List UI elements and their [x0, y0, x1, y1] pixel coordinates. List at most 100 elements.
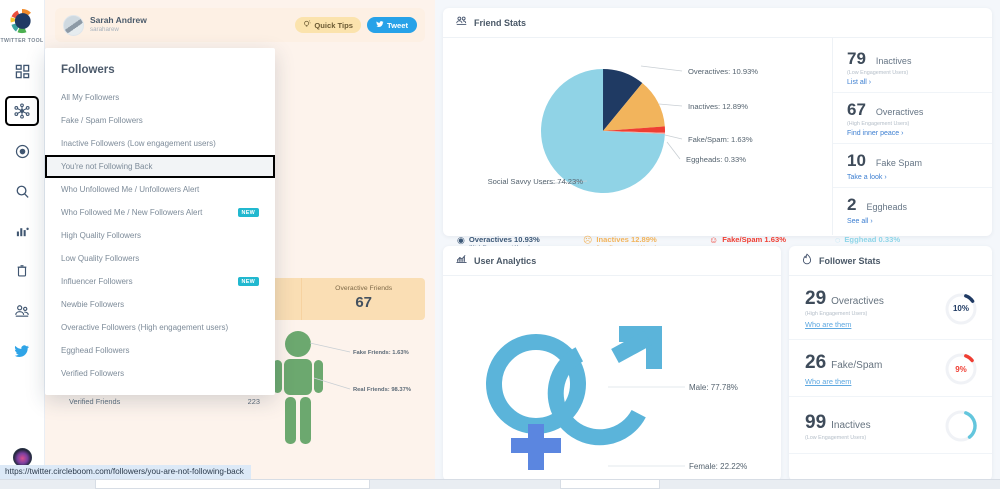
menu-item-label: You're not Following Back: [61, 162, 153, 171]
svg-text:Male: 77.78%: Male: 77.78%: [689, 383, 738, 392]
friend-stats-pie-chart: Overactives: 10.93% Inactives: 12.89% Fake…: [443, 38, 832, 235]
follower-stat-value: 99: [805, 411, 827, 433]
new-badge: NEW: [237, 208, 259, 217]
tweet-button[interactable]: Tweet: [367, 17, 417, 33]
menu-item-label: All My Followers: [61, 93, 120, 102]
menu-item-7[interactable]: Low Quality Followers: [45, 247, 275, 270]
sidebar-item-search[interactable]: [7, 178, 37, 204]
tile-overactive-friends: Overactive Friends 67: [302, 278, 425, 320]
menu-item-10[interactable]: Overactive Followers (High engagement us…: [45, 316, 275, 339]
user-handle: saraharew: [90, 25, 119, 33]
stat-link[interactable]: Find inner peace ›: [847, 130, 904, 137]
pie-label: Inactives: 12.89%: [688, 102, 748, 111]
menu-item-4[interactable]: Who Unfollowed Me / Unfollowers Alert: [45, 178, 275, 201]
menu-item-label: Inactive Followers (Low engagement users…: [61, 139, 216, 148]
stat-link[interactable]: List all ›: [847, 79, 872, 86]
follower-stat-row: 99 Inactives (Low Engagement Users): [789, 397, 992, 454]
friend-stats-title: Friend Stats: [474, 17, 527, 28]
menu-item-8[interactable]: Influencer Followers NEW: [45, 270, 275, 293]
left-nav-rail: TWITTER TOOL: [0, 0, 45, 489]
menu-item-9[interactable]: Newbie Followers: [45, 293, 275, 316]
follower-stat-name: Inactives: [831, 419, 871, 431]
legend-label: Inactives 12.89%: [596, 235, 657, 244]
legend-label: Egghead 0.33%: [844, 235, 901, 244]
profile-bar: Sarah Andrew saraharew Quick Tips: [55, 8, 425, 42]
sidebar-item-twitter[interactable]: [7, 338, 37, 364]
new-badge: NEW: [237, 277, 259, 286]
sidebar-item-users[interactable]: [7, 298, 37, 324]
follower-stat-info: 29 Overactives (High Engagement Users) Who …: [789, 288, 944, 329]
pie-slice-fake-spam: [603, 126, 665, 133]
real-vs-fake-figure: Fake Friends: 1.63% Real Friends: 98.37%: [260, 326, 425, 446]
follower-stats-rows: 29 Overactives (High Engagement Users) Who …: [789, 276, 992, 454]
user-analytics-header: User Analytics: [443, 246, 781, 276]
menu-item-12[interactable]: Verified Followers: [45, 362, 275, 385]
stat-name: Overactives: [875, 107, 924, 117]
menu-item-label: Fake / Spam Followers: [61, 116, 143, 125]
user-identity: Sarah Andrew saraharew: [90, 16, 147, 33]
taskbar-window-chip[interactable]: [560, 479, 660, 489]
legend-label: Fake/Spam 1.63%: [722, 235, 786, 244]
friend-stats-side-list: 79 Inactives (Low Engagement Users) List …: [832, 38, 992, 235]
sidebar-item-analytics[interactable]: [7, 218, 37, 244]
pie-leader-line: [640, 65, 683, 72]
stat-value: 67: [847, 100, 866, 119]
stat-link[interactable]: Take a look ›: [847, 174, 887, 181]
friend-stats-card: Friend Stats Overactives: 10.93% Inactive…: [443, 8, 992, 251]
menu-item-label: Overactive Followers (High engagement us…: [61, 323, 229, 332]
follower-stat-value: 29: [805, 288, 827, 309]
pie-label: Eggheads: 0.33%: [686, 155, 746, 164]
flame-icon: [801, 252, 813, 270]
who-are-them-link[interactable]: Who are them: [805, 377, 852, 386]
friend-stats-header: Friend Stats: [443, 8, 992, 38]
sidebar-item-network[interactable]: [5, 96, 39, 126]
who-are-them-link[interactable]: Who are them: [805, 320, 852, 329]
stat-eggheads: 2 Eggheads See all ›: [833, 188, 992, 231]
menu-item-6[interactable]: High Quality Followers: [45, 224, 275, 247]
user-analytics-card: User Analytics Male: 77.78% Female: 22.2…: [443, 246, 781, 481]
pie-label: Fake/Spam: 1.63%: [688, 135, 753, 144]
menu-item-label: Influencer Followers: [61, 277, 133, 286]
legend-item-3: ◌ Egghead 0.33%: [835, 235, 945, 245]
brand[interactable]: TWITTER TOOL: [0, 0, 45, 44]
stat-name: Inactives: [875, 56, 912, 66]
menu-item-1[interactable]: Fake / Spam Followers: [45, 109, 275, 132]
menu-item-0[interactable]: All My Followers: [45, 86, 275, 109]
follower-stat-row: 29 Overactives (High Engagement Users) Who …: [789, 276, 992, 340]
chart-line-icon: [455, 252, 468, 270]
stat-value: 10: [847, 151, 866, 170]
pie-label: Social Savvy Users: 74.23%: [488, 177, 584, 186]
follower-stat-value: 26: [805, 352, 827, 373]
menu-item-3[interactable]: You're not Following Back: [45, 155, 275, 178]
menu-item-5[interactable]: Who Followed Me / New Followers Alert NEW: [45, 201, 275, 224]
menu-item-label: Who Unfollowed Me / Unfollowers Alert: [61, 185, 200, 194]
pie-slice-overactives: [603, 69, 643, 131]
menu-item-11[interactable]: Egghead Followers: [45, 339, 275, 362]
sidebar-item-circle[interactable]: [7, 138, 37, 164]
bar-row: Verified Friends 223: [69, 397, 260, 406]
follower-stat-info: 26 Fake/Spam Who are them: [789, 352, 944, 386]
stat-overactives: 67 Overactives (High Engagement Users) Fi…: [833, 93, 992, 144]
follower-stat-donut: [944, 409, 978, 443]
menu-item-2[interactable]: Inactive Followers (Low engagement users…: [45, 132, 275, 155]
stat-sub: (High Engagement Users): [847, 121, 910, 127]
sidebar-item-delete[interactable]: [7, 258, 37, 284]
user-avatar[interactable]: [63, 14, 84, 36]
legend-item-2: ☺ Fake/Spam 1.63%: [709, 235, 835, 245]
quick-tips-button[interactable]: Quick Tips: [295, 17, 362, 33]
svg-text:Real Friends: 98.37%: Real Friends: 98.37%: [353, 387, 411, 393]
stat-value: 2: [847, 195, 857, 214]
follower-stat-row: 26 Fake/Spam Who are them 9%: [789, 340, 992, 397]
pie-slice-social-savvy-users: [541, 68, 665, 193]
quick-tips-label: Quick Tips: [314, 20, 354, 30]
follower-stat-name: Overactives: [831, 296, 884, 307]
sidebar-item-dashboard[interactable]: [7, 58, 37, 84]
svg-text:Fake Friends: 1.63%: Fake Friends: 1.63%: [353, 350, 409, 356]
stat-link[interactable]: See all ›: [847, 218, 873, 225]
tweet-label: Tweet: [387, 20, 408, 30]
taskbar-window-chip[interactable]: [95, 479, 370, 489]
stat-name: Eggheads: [866, 202, 908, 212]
tile-value: 67: [355, 294, 373, 311]
menu-item-label: Verified Followers: [61, 369, 125, 378]
